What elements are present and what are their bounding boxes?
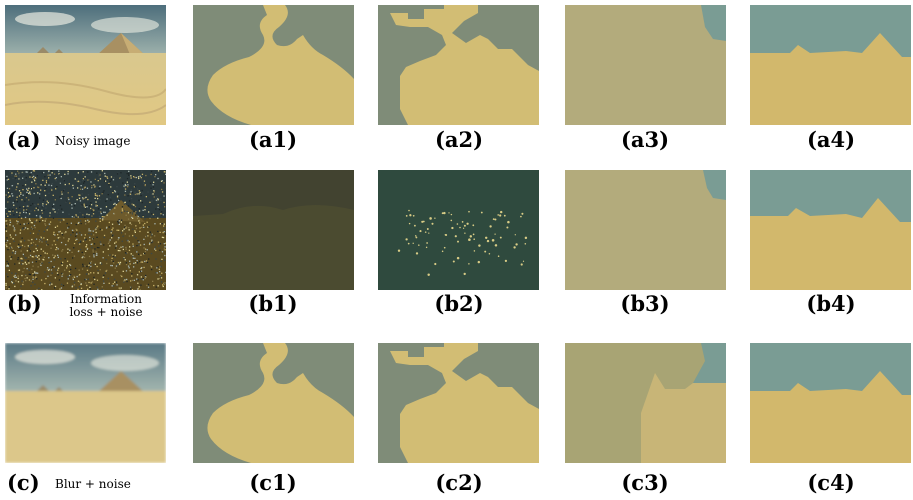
- caption-a4: (a4): [806, 127, 856, 152]
- segmentation-a4: [750, 5, 911, 125]
- caption-a1: (a1): [248, 127, 298, 152]
- caption-b1: (b1): [248, 291, 298, 316]
- segmentation-a1: [193, 5, 354, 125]
- segmentation-b1: [193, 170, 354, 290]
- row-c-label: (c): [7, 470, 40, 495]
- information-loss-noise-photo: [5, 170, 166, 290]
- segmentation-c3: [565, 343, 726, 463]
- caption-c2: (c2): [435, 470, 483, 495]
- caption-c1: (c1): [249, 470, 297, 495]
- row-a-description: Noisy image: [55, 134, 131, 148]
- caption-c4: (c4): [807, 470, 855, 495]
- caption-a2: (a2): [434, 127, 484, 152]
- caption-b3: (b3): [620, 291, 670, 316]
- row-b-description: Information loss + noise: [50, 293, 162, 319]
- caption-b2: (b2): [434, 291, 484, 316]
- row-b-label: (b): [7, 291, 42, 316]
- segmentation-a3: [565, 5, 726, 125]
- caption-a3: (a3): [620, 127, 670, 152]
- row-b-description-line1: Information: [69, 292, 143, 306]
- row-b-description-line2: loss + noise: [69, 305, 143, 319]
- noisy-image-photo: [5, 5, 166, 125]
- row-a-label: (a): [7, 127, 41, 152]
- segmentation-b3: [565, 170, 726, 290]
- segmentation-c1: [193, 343, 354, 463]
- segmentation-b4: [750, 170, 911, 290]
- blur-noise-photo: [5, 343, 166, 463]
- segmentation-a2: [378, 5, 539, 125]
- row-c-description: Blur + noise: [55, 477, 131, 491]
- segmentation-c4: [750, 343, 911, 463]
- segmentation-b2: [378, 170, 539, 290]
- segmentation-c2: [378, 343, 539, 463]
- caption-b4: (b4): [806, 291, 856, 316]
- caption-c3: (c3): [621, 470, 669, 495]
